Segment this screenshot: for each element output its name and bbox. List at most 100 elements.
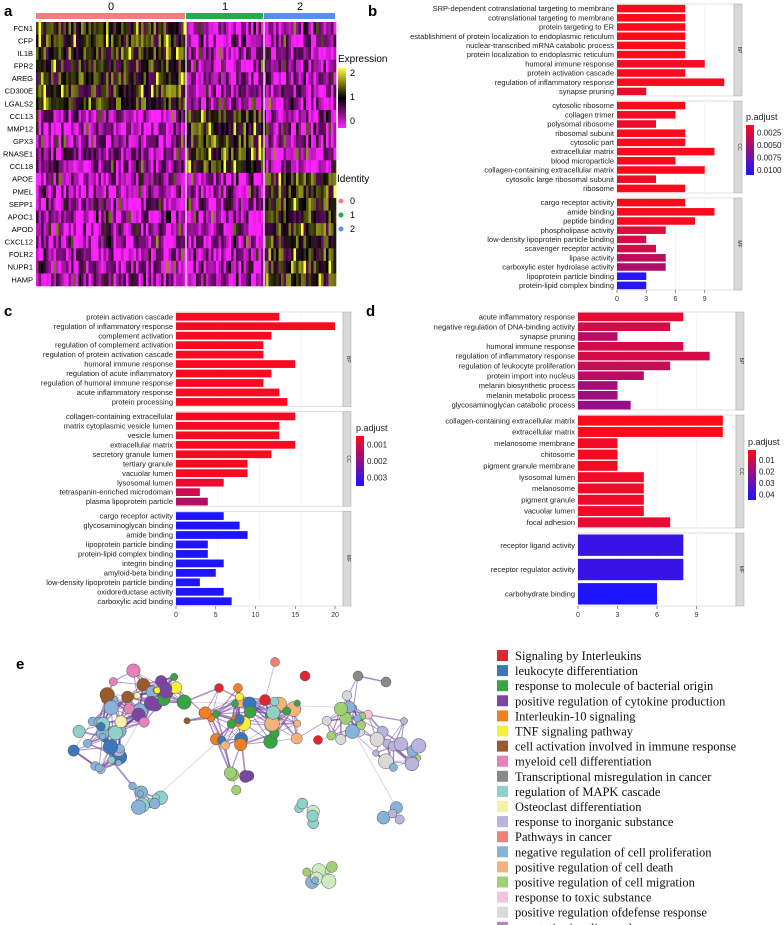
heatmap-cell <box>328 185 332 199</box>
heatmap-cell <box>51 185 54 199</box>
heatmap-cell <box>63 273 67 287</box>
heatmap-cell <box>228 84 232 98</box>
heatmap-cell <box>161 198 164 211</box>
heatmap-cell <box>253 210 257 224</box>
heatmap-cell <box>258 34 262 48</box>
bar-label: acute inflammatory response <box>479 313 575 322</box>
heatmap-cell <box>46 185 49 199</box>
heatmap-cell <box>203 122 207 136</box>
heatmap-cell <box>321 160 324 174</box>
heatmap-cell <box>156 59 159 73</box>
heatmap-cell <box>268 135 272 149</box>
heatmap-cell <box>73 97 77 111</box>
heatmap-cell <box>233 72 237 86</box>
bar-label: synapse pruning <box>520 332 575 341</box>
heatmap-cell <box>128 260 132 274</box>
heatmap-cell <box>86 160 89 174</box>
heatmap-cell <box>263 122 267 136</box>
heatmap-cell <box>303 198 307 211</box>
heatmap-cell <box>278 22 282 35</box>
heatmap-cell <box>148 147 152 161</box>
heatmap-cell <box>138 72 142 86</box>
heatmap-cell <box>68 22 72 35</box>
facet-strip-label: MF <box>345 555 351 562</box>
heatmap-cell <box>331 260 334 274</box>
heatmap-cell <box>108 22 112 35</box>
heatmap-cell <box>113 122 117 136</box>
heatmap-cell <box>321 235 324 249</box>
heatmap-cell <box>61 185 64 199</box>
heatmap-cell <box>113 147 117 161</box>
heatmap-cell <box>268 248 272 262</box>
heatmap-cell <box>158 198 162 211</box>
bar-label: regulation of inflammatory response <box>495 78 614 87</box>
heatmap-cell <box>321 59 324 73</box>
heatmap-cell <box>273 147 277 161</box>
heatmap-cell <box>143 172 147 186</box>
heatmap-cell <box>208 72 212 86</box>
heatmap-cell <box>268 110 272 123</box>
heatmap-cell <box>111 223 114 237</box>
heatmap-cell <box>116 172 119 186</box>
heatmap-cell <box>163 273 167 287</box>
heatmap-cell <box>81 223 84 237</box>
heatmap-cell <box>106 110 109 123</box>
heatmap-cell <box>133 248 137 262</box>
heatmap-cell <box>238 248 242 262</box>
heatmap-cell <box>203 273 207 287</box>
heatmap-cell <box>163 122 167 136</box>
heatmap-cell <box>111 210 114 224</box>
heatmap-cell <box>81 147 84 161</box>
heatmap-cell <box>86 110 89 123</box>
bar-label: collagen-containing extracellular <box>66 412 174 421</box>
heatmap-cell <box>288 34 292 48</box>
heatmap-cell <box>183 273 187 287</box>
heatmap-cell <box>251 172 254 186</box>
heatmap-cell <box>91 34 94 48</box>
heatmap-cell <box>238 160 242 174</box>
heatmap-cell <box>121 22 124 35</box>
heatmap-cell <box>101 160 104 174</box>
heatmap-cell <box>321 34 324 48</box>
heatmap-cell <box>116 198 119 211</box>
heatmap-cell <box>218 172 222 186</box>
bar-label: glycosaminoglycan binding <box>83 521 173 530</box>
heatmap-cell <box>181 198 184 211</box>
heatmap-cell <box>161 273 164 287</box>
legend-label: regulation of MAPK cascade <box>515 785 661 799</box>
heatmap-cell <box>108 122 112 136</box>
heatmap-cell <box>153 210 157 224</box>
heatmap-cell <box>71 122 74 136</box>
legend-label: Pathways in cancer <box>515 830 612 844</box>
facet-strip-label: CC <box>345 455 351 463</box>
heatmap-cell <box>103 147 107 161</box>
heatmap-cell <box>201 34 204 48</box>
heatmap-cell <box>313 235 317 249</box>
heatmap-cell <box>216 110 219 123</box>
heatmap-cell <box>198 223 202 237</box>
heatmap-cell <box>203 260 207 274</box>
heatmap-cell <box>211 260 214 274</box>
bar <box>578 472 644 483</box>
heatmap-cell <box>203 47 207 61</box>
heatmap-cell <box>258 210 262 224</box>
heatmap-cell <box>243 248 247 262</box>
heatmap-cell <box>208 223 212 237</box>
heatmap-cell <box>238 185 242 199</box>
heatmap-cell <box>328 59 332 73</box>
heatmap-cell <box>213 198 217 211</box>
heatmap-cell <box>53 210 57 224</box>
heatmap-cell <box>36 273 39 287</box>
heatmap-cell <box>301 198 304 211</box>
heatmap-cell <box>68 147 72 161</box>
legend-label: positive regulation ofdefense response <box>515 906 707 920</box>
heatmap-cell <box>113 260 117 274</box>
heatmap-cell <box>176 34 179 48</box>
heatmap-cell <box>136 110 139 123</box>
heatmap-cell <box>296 160 299 174</box>
heatmap-cell <box>76 122 79 136</box>
heatmap-cell <box>48 210 52 224</box>
bar-label: regulation of leukocyte proliferation <box>459 362 575 371</box>
heatmap-cell <box>248 97 252 111</box>
heatmap-cell <box>311 97 314 111</box>
